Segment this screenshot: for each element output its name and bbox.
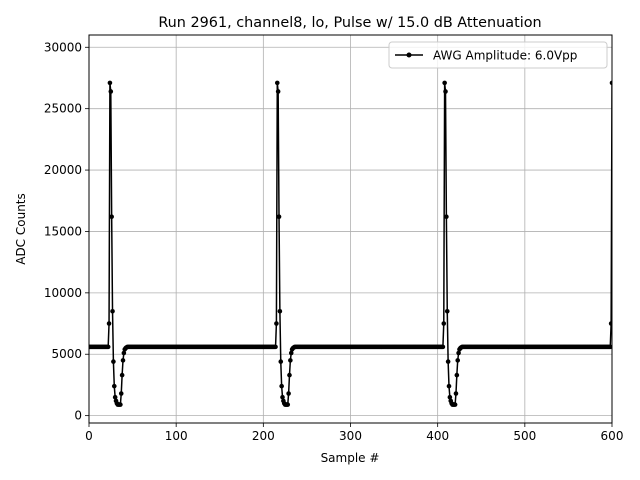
data-point <box>456 350 461 356</box>
x-tick-label: 300 <box>339 429 362 443</box>
y-tick-label: 20000 <box>44 163 82 177</box>
data-point <box>453 391 459 396</box>
legend: AWG Amplitude: 6.0Vpp <box>388 41 608 69</box>
data-point <box>276 214 282 220</box>
y-tick-label: 15000 <box>44 224 82 238</box>
data-point <box>454 372 460 378</box>
ticks: 0 100 200 300 400 500 600 0 5000 10000 15000 20000 2… <box>44 40 624 443</box>
data-point <box>446 383 452 389</box>
data-point <box>288 358 293 363</box>
data-point <box>109 214 114 220</box>
data-point <box>278 359 284 364</box>
y-tick-label: 30000 <box>44 40 82 54</box>
y-tick-label: 5000 <box>51 347 82 361</box>
data-point <box>607 344 612 350</box>
y-tick-label: 10000 <box>44 286 82 300</box>
data-point <box>274 80 280 86</box>
legend-entry-label: AWG Amplitude: 6.0Vpp <box>433 49 577 63</box>
data-point <box>108 89 114 94</box>
data-point <box>608 321 612 326</box>
data-point <box>447 394 453 400</box>
data-point <box>444 308 450 314</box>
data-point <box>120 358 126 363</box>
chart-title: Run 2961, channel8, lo, Pulse w/ 15.0 dB… <box>158 15 541 31</box>
data-point <box>287 372 292 378</box>
y-tick-label: 0 <box>74 409 82 423</box>
data-point <box>110 308 115 314</box>
data-point <box>111 383 117 389</box>
data-point <box>285 402 291 407</box>
y-axis-label: ADC Counts <box>14 193 28 265</box>
data-point <box>452 402 458 407</box>
data-point <box>121 350 127 356</box>
series-group <box>89 80 612 407</box>
data-point <box>118 391 124 396</box>
data-point <box>455 358 461 363</box>
data-point <box>273 344 278 350</box>
data-point <box>275 89 281 94</box>
y-tick-label: 25000 <box>44 102 82 116</box>
data-point <box>288 350 294 356</box>
data-point <box>106 321 112 326</box>
data-point <box>119 372 125 378</box>
x-tick-label: 0 <box>85 429 93 443</box>
data-point <box>442 80 447 86</box>
x-tick-label: 100 <box>165 429 188 443</box>
data-point <box>609 80 612 86</box>
data-point <box>111 359 116 364</box>
data-point <box>443 89 448 94</box>
legend-marker-swatch <box>406 52 412 58</box>
data-point <box>105 344 111 350</box>
data-point <box>445 359 451 364</box>
x-tick-label: 200 <box>252 429 275 443</box>
data-point <box>286 391 291 396</box>
data-point <box>274 321 279 326</box>
data-point <box>118 402 123 407</box>
x-tick-label: 500 <box>513 429 536 443</box>
data-point <box>107 80 113 86</box>
data-point <box>277 308 283 314</box>
x-tick-label: 400 <box>426 429 449 443</box>
data-point <box>444 214 449 220</box>
data-point <box>441 321 447 326</box>
data-point <box>440 344 446 350</box>
data-point <box>279 383 284 389</box>
data-point <box>112 394 118 400</box>
x-axis-label: Sample # <box>321 451 380 465</box>
data-point <box>280 394 285 400</box>
series-layer <box>89 80 612 407</box>
legend-box <box>388 41 608 69</box>
x-tick-label: 600 <box>601 429 624 443</box>
